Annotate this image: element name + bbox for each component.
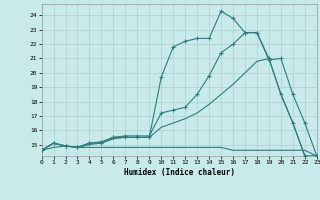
X-axis label: Humidex (Indice chaleur): Humidex (Indice chaleur) xyxy=(124,168,235,177)
